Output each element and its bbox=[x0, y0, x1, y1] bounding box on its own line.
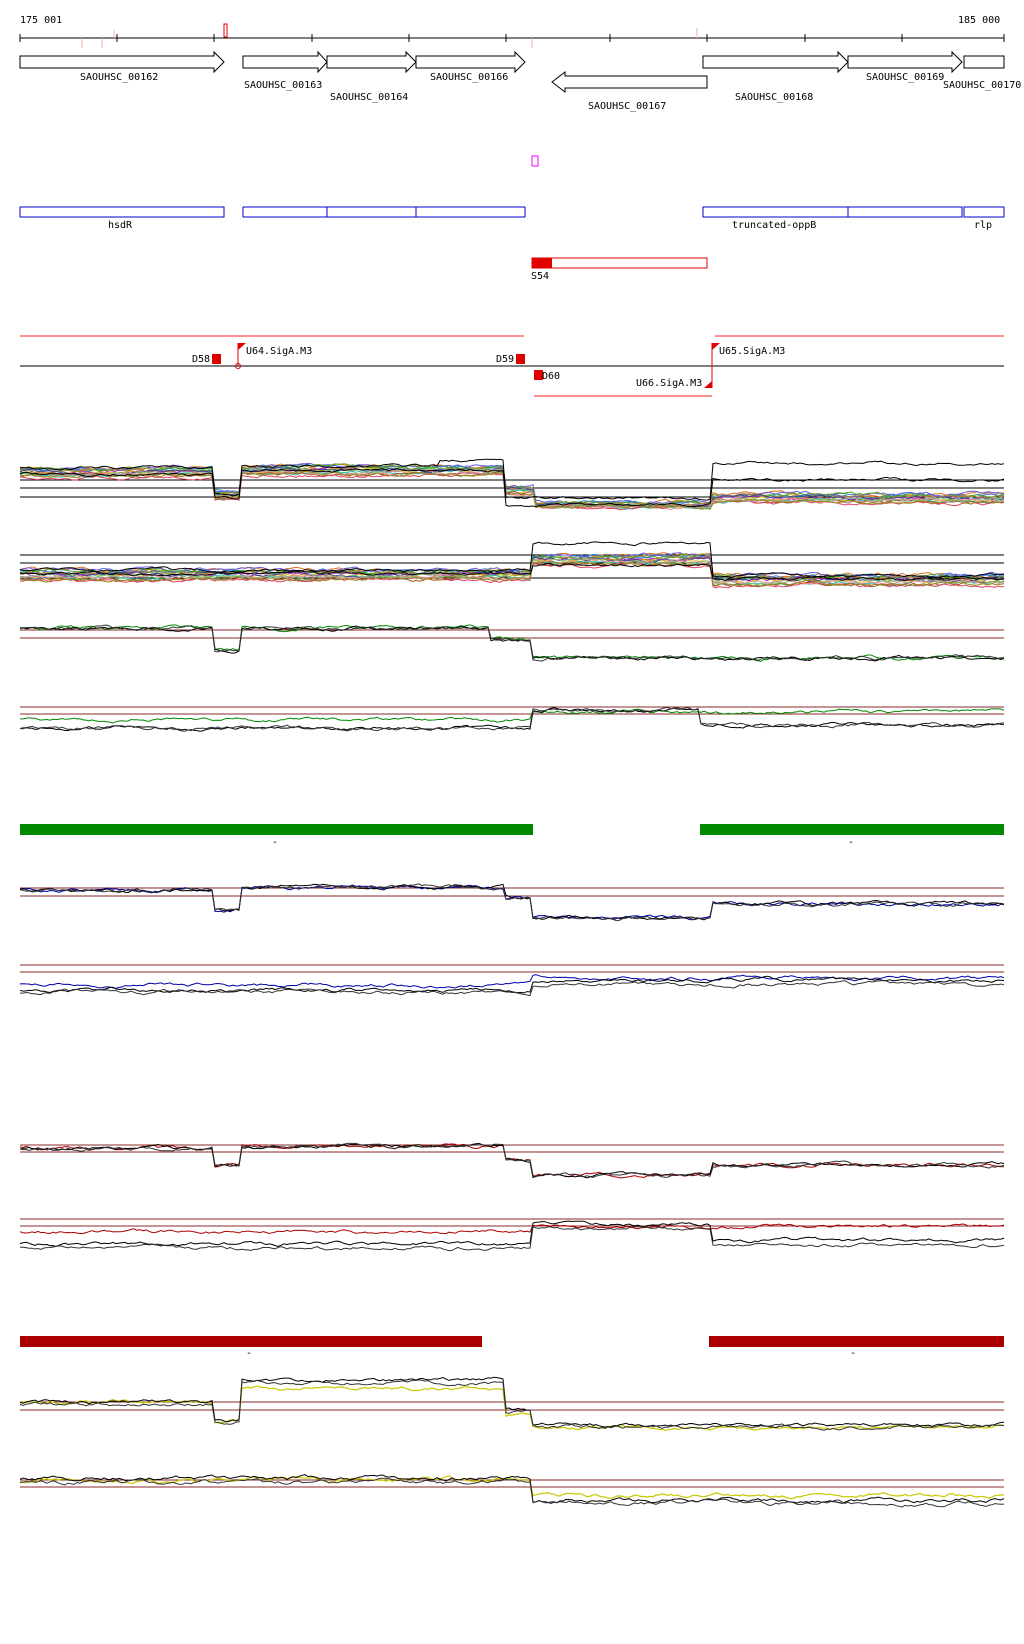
expression-trace-black bbox=[19, 1477, 1005, 1508]
expression-trace-blue bbox=[19, 974, 1005, 989]
expression-trace-black bbox=[20, 979, 1005, 997]
coordinate-ruler: 175 001 185 000 bbox=[19, 15, 1005, 48]
gene-arrow[interactable]: SAOUHSC_00166 bbox=[415, 50, 526, 83]
expression-trace-black bbox=[19, 541, 1004, 579]
expression-trace-black bbox=[19, 1142, 1005, 1179]
promoter-label: D60 bbox=[542, 371, 560, 382]
gene-label: SAOUHSC_00163 bbox=[244, 80, 322, 91]
expression-trace-black bbox=[19, 706, 1004, 732]
gene-arrow[interactable]: SAOUHSC_00167 bbox=[551, 70, 708, 112]
promoter-label: D58 bbox=[192, 354, 210, 365]
expression-track-forward bbox=[19, 458, 1005, 511]
region-bar[interactable] bbox=[709, 1336, 1004, 1347]
region-bar-label: - bbox=[848, 837, 854, 848]
gene-arrow[interactable]: SAOUHSC_00170 bbox=[943, 55, 1021, 91]
expression-trace-black bbox=[19, 883, 1005, 921]
expression-trace-black bbox=[19, 458, 1005, 501]
gene-label: SAOUHSC_00170 bbox=[943, 80, 1021, 91]
red-condition-forward-track bbox=[19, 1142, 1005, 1179]
segment-track: S54 bbox=[531, 257, 708, 282]
expression-trace-black bbox=[19, 562, 1005, 582]
gene-label: SAOUHSC_00169 bbox=[866, 72, 944, 83]
gene-arrow[interactable]: SAOUHSC_00163 bbox=[242, 50, 328, 91]
segment-label: S54 bbox=[531, 271, 549, 282]
expression-trace-black bbox=[19, 1474, 1005, 1504]
green-region-bar: - - bbox=[20, 824, 1004, 848]
region-bar[interactable] bbox=[700, 824, 1004, 835]
annotation-label: rlp bbox=[974, 220, 992, 231]
expression-trace-black bbox=[19, 1142, 1005, 1179]
expression-trace-black bbox=[19, 883, 1005, 922]
expression-trace bbox=[19, 463, 1005, 506]
gene-arrow[interactable]: SAOUHSC_00162 bbox=[19, 50, 225, 83]
annotation-box[interactable] bbox=[19, 206, 225, 218]
gene-label: SAOUHSC_00167 bbox=[588, 101, 666, 112]
promoter-label: U66.SigA.M3 bbox=[636, 378, 702, 389]
expression-trace-black bbox=[19, 1226, 1005, 1252]
expression-trace-black bbox=[19, 625, 1005, 662]
expression-trace-green bbox=[19, 624, 1005, 662]
blue-condition-reverse-track bbox=[19, 964, 1005, 997]
gene-label: SAOUHSC_00164 bbox=[330, 92, 408, 103]
gene-label: SAOUHSC_00162 bbox=[80, 72, 158, 83]
annotation-track: hsdR truncated-oppB rlp bbox=[19, 206, 1005, 231]
annotation-box[interactable] bbox=[963, 206, 1005, 218]
promoter-label: U64.SigA.M3 bbox=[246, 346, 312, 357]
expression-trace bbox=[19, 555, 1005, 582]
expression-trace-black bbox=[19, 1220, 1005, 1247]
expression-trace bbox=[19, 467, 1005, 508]
region-bar-label: - bbox=[850, 1348, 856, 1359]
expression-trace bbox=[19, 559, 1005, 586]
gene-arrow[interactable]: SAOUHSC_00168 bbox=[702, 50, 849, 103]
ruler-start-label: 175 001 bbox=[20, 15, 62, 26]
promoter-track: D58 U64.SigA.M3 D59 D60 U66.SigA.M3 U65.… bbox=[20, 335, 1004, 397]
region-bar[interactable] bbox=[20, 824, 533, 835]
gene-track: SAOUHSC_00162 SAOUHSC_00163 SAOUHSC_0016… bbox=[19, 50, 1021, 112]
promoter-label: U65.SigA.M3 bbox=[719, 346, 785, 357]
annotation-box[interactable] bbox=[242, 206, 526, 218]
green-condition-forward-track bbox=[19, 624, 1005, 662]
gene-label: SAOUHSC_00168 bbox=[735, 92, 813, 103]
blue-condition-forward-track bbox=[19, 883, 1005, 922]
expression-trace bbox=[19, 470, 1005, 510]
green-condition-reverse-track bbox=[19, 706, 1005, 732]
promoter-label: D59 bbox=[496, 354, 514, 365]
yellow-condition-forward-track bbox=[19, 1376, 1005, 1431]
expression-trace-black bbox=[19, 468, 1005, 508]
yellow-condition-reverse-track bbox=[19, 1474, 1005, 1508]
annotation-box[interactable] bbox=[702, 206, 963, 218]
expression-trace bbox=[19, 467, 1005, 509]
expression-trace-black bbox=[19, 1376, 1005, 1429]
region-bar[interactable] bbox=[20, 1336, 482, 1347]
segment-box[interactable] bbox=[531, 257, 708, 269]
expression-trace bbox=[19, 557, 1005, 586]
red-region-bar: - - bbox=[20, 1336, 1004, 1359]
marker-box bbox=[531, 155, 539, 167]
gene-label: SAOUHSC_00166 bbox=[430, 72, 508, 83]
region-bar-label: - bbox=[246, 1348, 252, 1359]
annotation-label: truncated-oppB bbox=[732, 220, 816, 231]
region-bar-label: - bbox=[272, 837, 278, 848]
expression-trace-black bbox=[19, 706, 1005, 732]
expression-trace-green bbox=[19, 708, 1005, 724]
expression-trace-black bbox=[19, 1379, 1005, 1431]
expression-trace-black bbox=[19, 624, 1005, 662]
expression-trace-red bbox=[19, 1223, 1005, 1235]
red-condition-reverse-track bbox=[19, 1218, 1005, 1252]
annotation-label: hsdR bbox=[108, 220, 133, 231]
gene-arrow[interactable]: SAOUHSC_00164 bbox=[326, 50, 417, 103]
expression-trace-red bbox=[19, 1143, 1005, 1179]
ruler-end-label: 185 000 bbox=[958, 15, 1000, 26]
expression-track-reverse bbox=[19, 541, 1005, 589]
expression-trace bbox=[19, 560, 1005, 587]
gene-arrow[interactable]: SAOUHSC_00169 bbox=[847, 50, 963, 83]
